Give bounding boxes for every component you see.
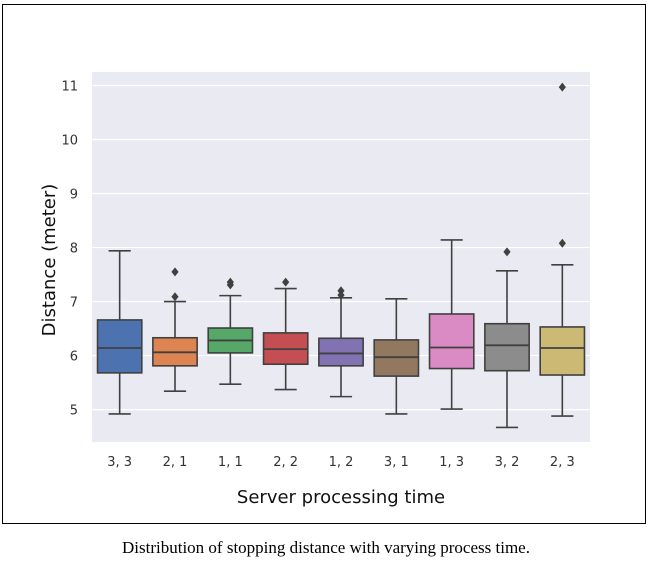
box-5	[318, 286, 364, 398]
x-tick-label: 2, 2	[273, 455, 298, 470]
boxes	[96, 82, 586, 429]
x-tick-label: 3, 2	[495, 455, 520, 470]
box-7	[428, 239, 475, 410]
y-tick-label: 5	[70, 404, 78, 419]
box-iqr	[539, 326, 586, 376]
x-axis-ticks: 3, 3 2, 1 1, 1 2, 2 1, 2 3, 1 1, 3 3, 2 2, 3	[107, 455, 574, 470]
box-iqr	[484, 322, 530, 372]
outlier-point	[558, 238, 566, 248]
y-tick-label: 9	[70, 188, 78, 203]
y-tick-label: 6	[70, 350, 78, 365]
y-axis-label: Distance (meter)	[39, 184, 60, 337]
box-iqr	[96, 319, 143, 374]
outlier-point	[337, 286, 345, 296]
outlier-point	[558, 82, 566, 92]
box-3	[207, 277, 254, 386]
outlier-point	[226, 277, 234, 287]
x-tick-label: 1, 3	[439, 455, 464, 470]
x-tick-label: 1, 2	[329, 455, 354, 470]
y-tick-label: 8	[70, 242, 78, 257]
box-iqr	[318, 337, 364, 367]
outlier-point	[503, 247, 511, 257]
y-axis-ticks: 5 6 7 8 9 10 11	[61, 80, 78, 419]
y-tick-label: 7	[70, 296, 78, 311]
box-4	[262, 277, 309, 391]
y-tick-label: 10	[61, 134, 78, 149]
outlier-point	[171, 267, 179, 277]
box-1	[96, 249, 143, 415]
y-tick-label: 11	[61, 80, 78, 95]
figure-caption: Distribution of stopping distance with v…	[122, 538, 530, 557]
box-6	[373, 298, 420, 415]
x-tick-label: 1, 1	[218, 455, 243, 470]
x-tick-label: 2, 3	[550, 455, 575, 470]
x-tick-label: 3, 1	[384, 455, 409, 470]
x-tick-label: 2, 1	[163, 455, 188, 470]
outlier-point	[282, 277, 290, 287]
x-tick-label: 3, 3	[107, 455, 132, 470]
box-9	[539, 82, 586, 417]
box-iqr	[428, 313, 475, 370]
x-axis-label: Server processing time	[237, 487, 445, 508]
box-2	[152, 267, 198, 393]
outlier-point	[171, 292, 179, 302]
box-8	[484, 247, 530, 429]
